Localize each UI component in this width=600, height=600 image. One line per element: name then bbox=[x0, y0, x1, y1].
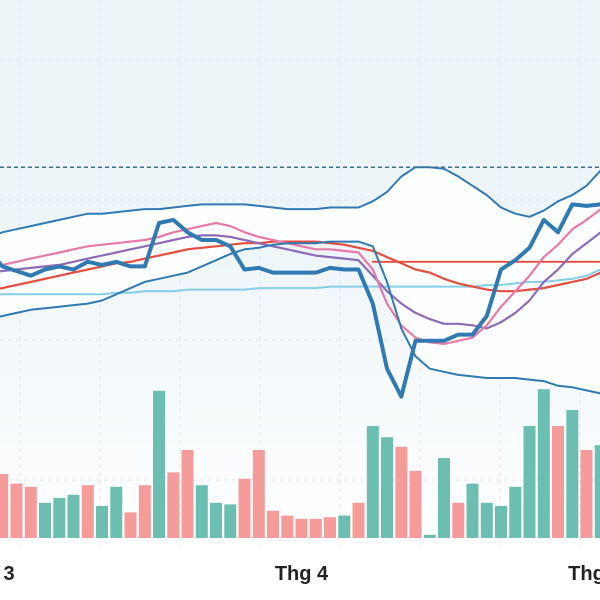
volume-bar bbox=[67, 494, 80, 538]
volume-bar bbox=[53, 498, 66, 538]
price-line bbox=[0, 201, 600, 399]
volume-bar bbox=[366, 426, 379, 538]
x-tick-label: Thg 3 bbox=[0, 563, 15, 585]
volume-bar bbox=[267, 510, 279, 538]
volume-bar bbox=[552, 426, 564, 538]
volume-bar bbox=[409, 470, 422, 538]
volume-bar bbox=[309, 518, 322, 538]
volume-bar bbox=[81, 485, 94, 538]
volume-bar bbox=[580, 450, 593, 538]
volume-bar bbox=[381, 437, 393, 538]
volume-bar bbox=[195, 485, 208, 538]
ma-lightblue-line bbox=[0, 268, 600, 296]
bollinger-lower-line bbox=[0, 240, 600, 395]
volume-bar bbox=[238, 478, 251, 538]
volume-bar bbox=[153, 390, 165, 538]
volume-bar bbox=[537, 389, 550, 538]
bollinger-upper-line bbox=[0, 166, 600, 235]
ma-red-line bbox=[0, 240, 600, 293]
volume-bar bbox=[124, 512, 137, 538]
volume-bar bbox=[39, 502, 51, 538]
volume-bar bbox=[438, 458, 450, 538]
volume-bar bbox=[138, 485, 151, 538]
volume-bar bbox=[281, 515, 294, 538]
volume-bar bbox=[423, 534, 436, 538]
x-tick-labels: Thg 3 Thg 4 Thg bbox=[0, 563, 600, 585]
x-tick-label: Thg bbox=[568, 563, 600, 585]
volume-bar bbox=[252, 450, 265, 538]
volume-bar bbox=[509, 486, 522, 538]
volume-bar bbox=[495, 506, 507, 538]
volume-bar bbox=[210, 502, 222, 538]
x-tick-label: Thg 4 bbox=[275, 563, 329, 585]
volume-bar bbox=[0, 474, 9, 538]
volume-bar bbox=[110, 486, 123, 538]
ma-pink-line bbox=[0, 208, 600, 345]
volume-bar bbox=[324, 517, 336, 538]
volume-bar bbox=[352, 502, 365, 538]
series-lines bbox=[0, 166, 600, 399]
volume-bar bbox=[96, 506, 108, 538]
volume-bar bbox=[566, 410, 579, 538]
volume-bar bbox=[452, 502, 465, 538]
volume-bar bbox=[594, 445, 600, 538]
volume-bar bbox=[181, 450, 194, 538]
volume-bar bbox=[338, 515, 351, 538]
volume-bar bbox=[295, 518, 308, 538]
volume-bars bbox=[0, 389, 600, 538]
volume-bar bbox=[224, 504, 237, 538]
volume-bar bbox=[466, 483, 479, 538]
volume-bar bbox=[167, 472, 180, 538]
volume-bar bbox=[395, 446, 408, 538]
volume-bar bbox=[480, 502, 493, 538]
volume-bar bbox=[10, 483, 23, 538]
ma-purple-line bbox=[0, 231, 600, 330]
volume-bar bbox=[523, 426, 536, 538]
volume-bar bbox=[24, 486, 37, 538]
